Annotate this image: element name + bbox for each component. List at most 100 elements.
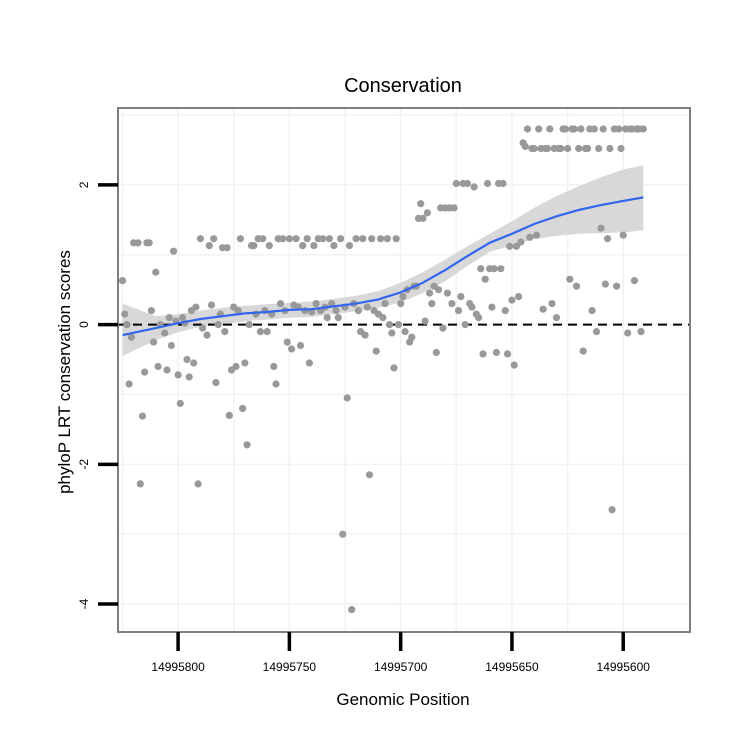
data-point xyxy=(479,350,487,358)
data-point xyxy=(477,265,485,273)
data-point xyxy=(265,242,273,250)
data-point xyxy=(194,480,202,488)
data-point xyxy=(457,293,465,301)
data-point xyxy=(439,324,447,332)
data-point xyxy=(236,235,244,243)
data-point xyxy=(468,303,476,311)
data-point xyxy=(377,235,385,243)
data-point xyxy=(385,321,394,329)
data-point xyxy=(592,328,601,336)
smooth-line-layer xyxy=(122,196,644,337)
x-axis: 14995800 14995750 14995700 14995650 14995600 xyxy=(151,632,650,674)
data-point xyxy=(532,231,541,239)
data-point xyxy=(613,282,621,290)
data-point xyxy=(199,324,207,332)
data-point xyxy=(312,300,320,308)
data-point xyxy=(535,125,543,133)
data-point xyxy=(564,144,572,153)
data-point xyxy=(399,293,407,301)
data-point xyxy=(575,144,583,153)
data-point xyxy=(134,239,142,247)
y-tick-label: -2 xyxy=(77,459,91,470)
data-point xyxy=(508,296,516,304)
data-point xyxy=(544,144,552,153)
data-point xyxy=(136,480,144,488)
data-point xyxy=(434,286,443,294)
data-point xyxy=(595,144,603,153)
data-point xyxy=(323,314,331,322)
data-point xyxy=(604,235,612,243)
data-point xyxy=(488,303,496,311)
data-point xyxy=(481,275,489,283)
data-point xyxy=(299,242,307,250)
data-point xyxy=(394,321,402,329)
data-point xyxy=(526,233,534,241)
data-point xyxy=(408,333,416,341)
data-point xyxy=(207,301,216,309)
data-point xyxy=(245,321,253,329)
data-point xyxy=(332,307,340,315)
data-point xyxy=(303,235,311,243)
data-point xyxy=(125,380,133,388)
data-point xyxy=(401,328,409,336)
data-point xyxy=(561,125,570,133)
x-tick-label: 14995700 xyxy=(374,660,428,674)
data-point xyxy=(196,235,204,243)
data-point xyxy=(492,348,500,357)
data-point xyxy=(296,341,305,350)
data-point xyxy=(150,338,158,346)
data-point xyxy=(256,328,264,336)
data-point xyxy=(263,328,271,336)
x-tick-label: 14995650 xyxy=(485,660,539,674)
data-point xyxy=(288,345,296,353)
data-point xyxy=(221,328,229,336)
data-point xyxy=(319,235,327,243)
data-point xyxy=(212,379,220,387)
data-point xyxy=(337,235,345,243)
data-point xyxy=(174,371,182,379)
data-point xyxy=(503,350,512,358)
data-point xyxy=(397,300,405,308)
data-point xyxy=(152,268,160,276)
confidence-band xyxy=(122,165,644,356)
y-axis-label: phyloP LRT conservation scores xyxy=(55,250,74,494)
data-point xyxy=(243,441,251,449)
data-point xyxy=(454,307,463,315)
data-point xyxy=(270,362,278,371)
data-point xyxy=(501,307,509,315)
data-point xyxy=(167,341,175,350)
data-point xyxy=(147,307,155,315)
data-point xyxy=(417,200,425,208)
data-point xyxy=(443,289,451,297)
data-point xyxy=(368,235,376,243)
data-point xyxy=(552,314,561,322)
data-point xyxy=(334,314,342,322)
data-point xyxy=(305,359,313,367)
data-point xyxy=(225,411,233,419)
y-tick-label: 0 xyxy=(77,321,91,328)
data-point xyxy=(584,144,592,153)
plot-frame xyxy=(117,107,691,633)
data-point xyxy=(345,242,354,250)
data-point xyxy=(365,471,374,479)
y-axis: -4 -2 0 2 xyxy=(77,181,118,609)
data-point xyxy=(390,364,398,372)
data-point xyxy=(530,144,538,153)
data-point xyxy=(154,362,162,371)
data-point xyxy=(379,314,387,322)
data-point xyxy=(223,244,231,252)
data-point xyxy=(352,235,360,243)
data-point xyxy=(470,183,478,191)
data-point xyxy=(239,404,247,412)
data-point xyxy=(178,314,187,322)
data-point xyxy=(452,179,460,188)
data-point xyxy=(325,235,333,243)
data-point xyxy=(606,144,614,153)
data-point xyxy=(127,333,135,341)
data-point xyxy=(617,144,625,153)
data-point xyxy=(579,347,587,355)
data-point xyxy=(577,125,585,133)
data-point xyxy=(615,125,623,133)
